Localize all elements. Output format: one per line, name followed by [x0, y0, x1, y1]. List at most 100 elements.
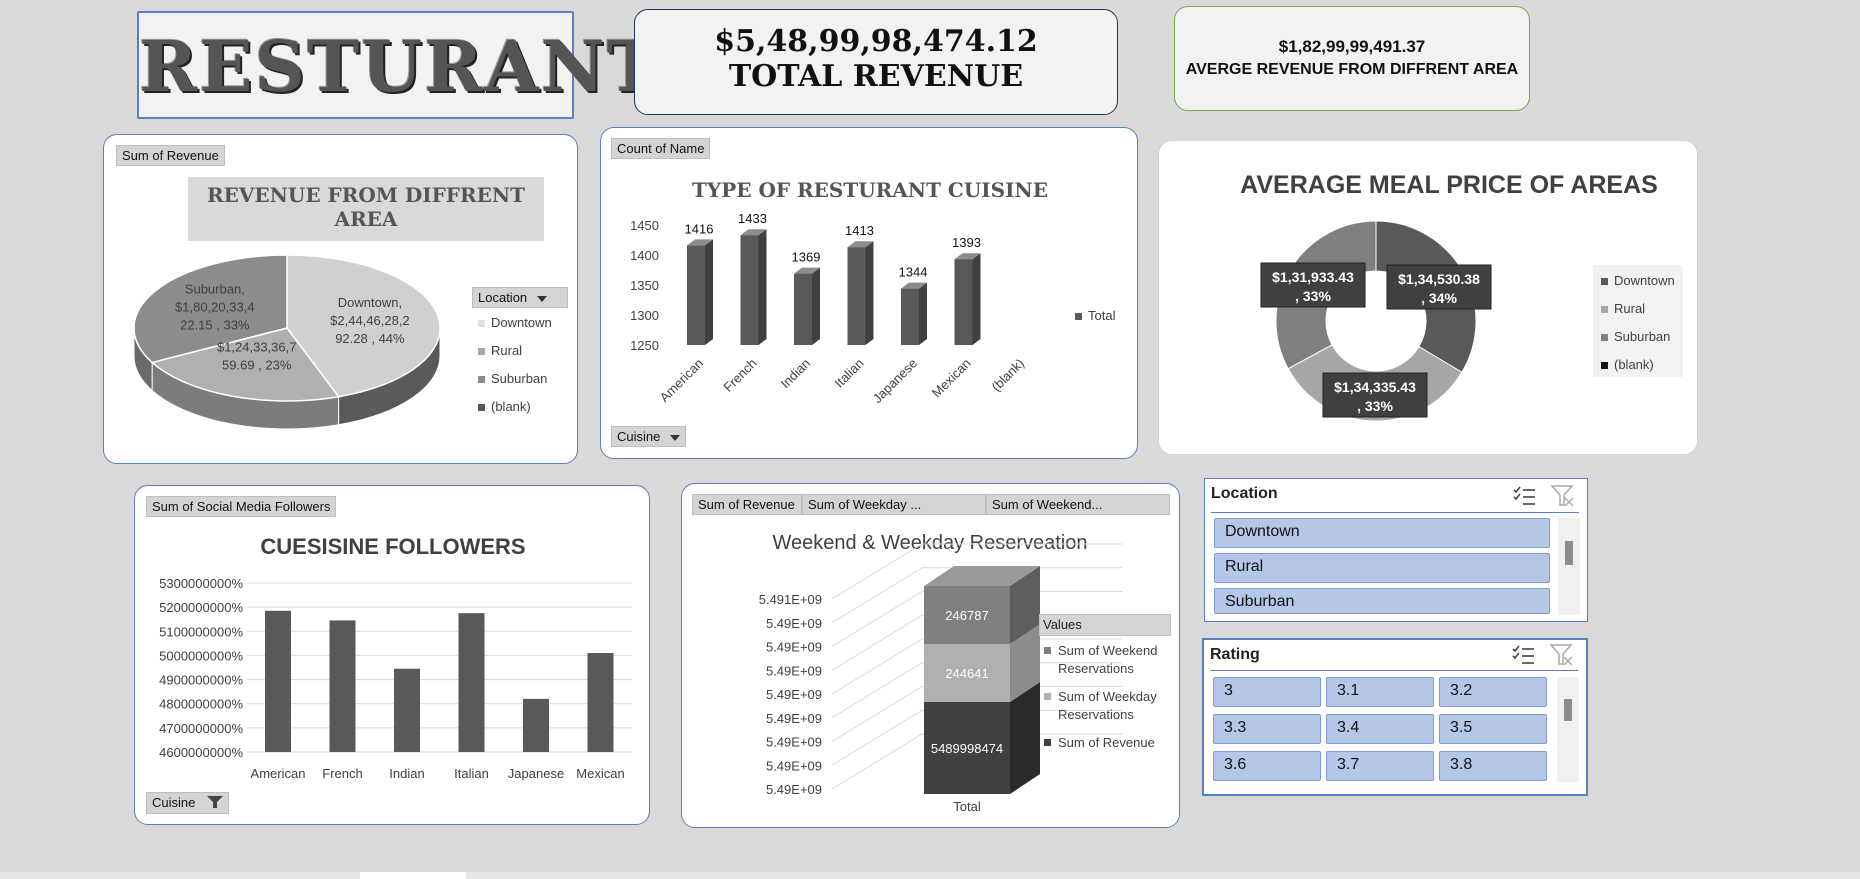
followers-bar-mexican	[587, 653, 614, 752]
stack-bar-svg: 5.491E+09 5.49E+09 5.49E+09 5.49E+09 5.49E+0…	[759, 543, 1122, 814]
stack-segment-sum-of-weekend-reservations	[924, 586, 1010, 644]
followers-axis-label: Cuisine	[152, 795, 196, 810]
stack-chart-title: Weekend & Weekday Reserveation	[772, 532, 1088, 554]
cuisine-bar-value-label: 1433	[738, 211, 767, 226]
cuisine-type-bar-panel: Count of Name TYPE OF RESTURANT CUISINE …	[600, 127, 1138, 459]
rating-slicer: Rating 3 3.1 3.2 3.3 3.4 3.5 3.6 3.7 3.8	[1202, 638, 1588, 796]
rating-slicer-item[interactable]: 3.6	[1213, 751, 1321, 781]
stack-legend-item: Sum of Revenue	[1044, 734, 1164, 752]
rating-slicer-scrollbar[interactable]	[1557, 677, 1579, 782]
cuisine-bar-japanese	[901, 288, 919, 345]
location-slicer-scrollbar[interactable]	[1558, 518, 1580, 615]
rating-slicer-item[interactable]: 3.1	[1326, 677, 1434, 707]
stack-field-button[interactable]: Sum of Weekday ...	[802, 494, 986, 515]
stack-segment-side	[1010, 624, 1040, 702]
donut-data-label: $1,31,933.43, 33%	[1272, 269, 1354, 304]
legend-label: Sum of Revenue	[1058, 735, 1155, 750]
rating-slicer-item[interactable]: 3	[1213, 677, 1321, 707]
multi-select-icon[interactable]	[1512, 645, 1536, 670]
location-legend-filter-button[interactable]: Location	[472, 287, 568, 308]
followers-x-tick: Italian	[454, 766, 489, 781]
followers-x-tick: American	[251, 766, 306, 781]
pie-chart-title: REVENUE FROM DIFFRENT AREA	[206, 183, 526, 231]
scrollbar-thumb[interactable]	[1565, 541, 1573, 565]
stack-y-tick: 5.49E+09	[766, 640, 822, 655]
rating-slicer-item[interactable]: 3.7	[1326, 751, 1434, 781]
cuisine-bar-side	[758, 229, 767, 345]
rating-slicer-item[interactable]: 3.4	[1326, 714, 1434, 744]
cuisine-bar-french	[740, 235, 759, 345]
cuisine-bar-value-label: 1393	[952, 235, 981, 250]
location-legend-title: Location	[478, 290, 528, 305]
cuisine-x-tick: American	[657, 356, 706, 405]
followers-x-tick: Mexican	[576, 766, 624, 781]
pie-slice-downtown	[286, 254, 441, 398]
stack-field-button[interactable]: Sum of Weekend...	[986, 494, 1170, 515]
location-slicer-item[interactable]: Downtown	[1214, 518, 1550, 548]
pie-legend-item: (blank)	[478, 399, 531, 414]
stack-y-tick: 5.49E+09	[766, 758, 822, 773]
followers-bar-svg: 4600000000% 4700000000% 4800000000% 4900000…	[159, 576, 632, 781]
cuisine-bar-side	[705, 239, 713, 345]
stack-y-tick: 5.49E+09	[766, 616, 822, 631]
reservations-stack-panel: Sum of Revenue Sum of Weekday ... Sum of…	[681, 483, 1180, 828]
cuisine-bar-value-label: 1369	[792, 250, 821, 265]
stack-gridline	[831, 638, 923, 695]
cuisine-bar-side	[919, 282, 927, 345]
cuisine-bar-top	[901, 282, 927, 289]
active-sheet-tab[interactable]	[360, 872, 466, 879]
legend-label: Rural	[1614, 301, 1646, 316]
cuisine-y-tick: 1450	[630, 218, 659, 233]
stack-field-button[interactable]: Sum of Revenue	[692, 494, 802, 515]
legend-label: Sum of Weekend Reservations	[1058, 643, 1158, 676]
location-slicer: Location Downtown Rural Suburban	[1204, 478, 1588, 622]
rating-slicer-item[interactable]: 3.2	[1439, 677, 1547, 707]
count-of-name-field-button[interactable]: Count of Name	[611, 138, 711, 159]
location-slicer-item[interactable]: Suburban	[1214, 588, 1550, 614]
stack-value-label: 244641	[945, 666, 988, 681]
stack-gridline	[831, 543, 923, 600]
followers-y-tick: 4900000000%	[159, 673, 243, 688]
rating-slicer-item[interactable]: 3.5	[1439, 714, 1547, 744]
stack-y-tick: 5.49E+09	[766, 687, 822, 702]
stack-gridline	[831, 686, 923, 742]
donut-legend-item: Downtown	[1601, 273, 1675, 288]
stack-value-label: 5489998474	[931, 741, 1003, 756]
kpi-average-revenue: $1,82,99,99,491.37 AVERGE REVENUE FROM D…	[1174, 6, 1530, 111]
stack-y-tick: 5.49E+09	[766, 735, 822, 750]
rating-slicer-item[interactable]: 3.8	[1439, 751, 1547, 781]
stack-segment-side	[1010, 682, 1040, 794]
stack-y-tick: 5.491E+09	[759, 592, 822, 607]
donut-legend-item: (blank)	[1601, 357, 1654, 372]
clear-filter-icon[interactable]	[1550, 485, 1575, 512]
sum-of-revenue-field-button[interactable]: Sum of Revenue	[116, 145, 225, 166]
legend-label: Downtown	[1614, 273, 1675, 288]
stack-gridline	[831, 567, 923, 624]
pie-title-box	[188, 177, 544, 241]
stack-top-face	[924, 566, 1040, 586]
location-slicer-item[interactable]: Rural	[1214, 553, 1550, 583]
multi-select-icon[interactable]	[1513, 486, 1537, 511]
donut-svg: $1,34,530.38, 34% $1,34,335.43, 33% $1,31,…	[1260, 220, 1492, 422]
cuisine-bar-top	[740, 229, 767, 236]
scrollbar-thumb[interactable]	[1564, 699, 1572, 721]
cuisine-bar-side	[812, 267, 820, 345]
donut-data-label: $1,34,530.38, 34%	[1398, 271, 1480, 306]
cuisine-y-tick: 1400	[630, 248, 659, 263]
kpi-average-label: AVERGE REVENUE FROM DIFFRENT AREA	[1185, 61, 1519, 78]
legend-label: (blank)	[1614, 357, 1654, 372]
clear-filter-icon[interactable]	[1549, 644, 1574, 671]
cuisine-axis-filter-button[interactable]: Cuisine	[611, 426, 687, 447]
followers-y-tick: 4700000000%	[159, 721, 243, 736]
cuisine-bar-value-label: 1413	[845, 223, 874, 238]
stack-gridline	[831, 662, 923, 719]
followers-x-tick: Japanese	[508, 766, 564, 781]
cuisine-bar-american	[687, 245, 705, 345]
pie-legend-item: Suburban	[478, 371, 547, 386]
chevron-down-icon	[537, 295, 548, 302]
kpi-total-label: TOTAL REVENUE	[728, 59, 1024, 94]
rating-slicer-item[interactable]: 3.3	[1213, 714, 1321, 744]
donut-data-label-box	[1260, 262, 1366, 308]
social-followers-field-button[interactable]: Sum of Social Media Followers	[146, 496, 337, 517]
followers-cuisine-filter-button[interactable]: Cuisine	[146, 792, 229, 815]
